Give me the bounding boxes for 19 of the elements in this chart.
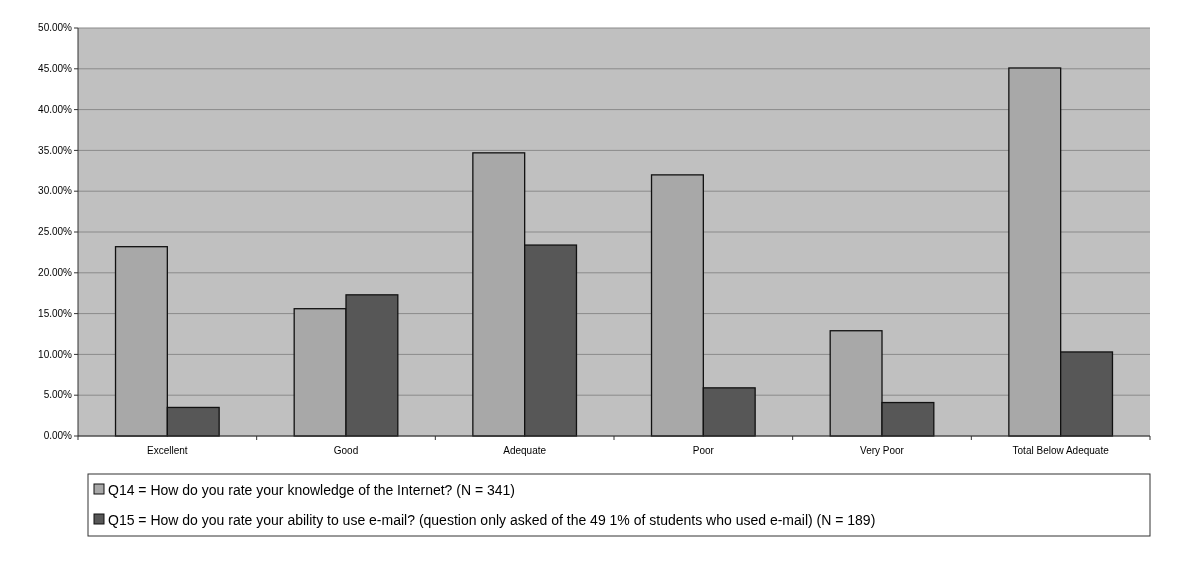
x-tick-label: Total Below Adequate	[1012, 445, 1110, 456]
y-tick-label: 35.00%	[38, 144, 73, 156]
y-tick-label: 0.00%	[43, 430, 73, 442]
y-tick-label: 5.00%	[43, 389, 73, 401]
legend-label: Q15 = How do you rate your ability to use e-mail? (question only asked of the 49 1% of students who used e-mail) (N = 189)	[108, 511, 876, 528]
y-tick-label: 50.00%	[38, 22, 73, 34]
x-tick-label: Adequate	[503, 445, 547, 456]
y-tick-label: 25.00%	[38, 226, 73, 238]
y-tick-label: 20.00%	[38, 267, 73, 278]
x-tick-label: Excellent	[147, 445, 188, 456]
y-tick-label: 45.00%	[38, 63, 73, 74]
x-tick-label: Good	[333, 445, 359, 456]
y-tick-label: 15.00%	[38, 307, 73, 319]
y-tick-label: 40.00%	[38, 103, 73, 115]
y-tick-label: 10.00%	[38, 348, 73, 360]
legend-label: Q14 = How do you rate your knowledge of the Internet? (N = 341)	[108, 481, 516, 498]
x-tick-label: Poor	[692, 445, 715, 456]
x-tick-label: Very Poor	[860, 445, 905, 456]
y-tick-label: 30.00%	[38, 185, 73, 197]
